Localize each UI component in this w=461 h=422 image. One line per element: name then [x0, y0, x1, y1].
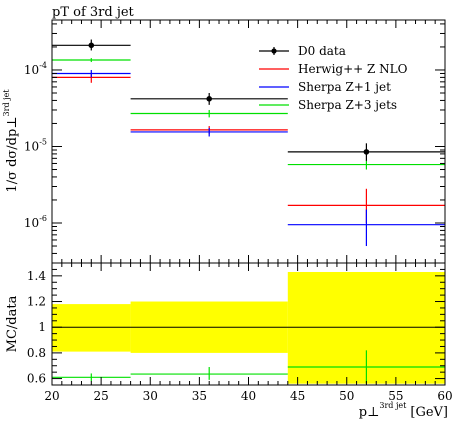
x-axis-label-unit: [GeV]	[410, 405, 448, 420]
legend-marker	[271, 48, 277, 54]
ratio-sherpa-z-3-jets-point-2	[130, 367, 288, 380]
chart-title: pT of 3rd jet	[52, 5, 135, 20]
x-axis-label: p⊥3rd jet [GeV]	[359, 401, 448, 420]
d0-data-marker	[88, 42, 95, 49]
upper-frame	[51, 19, 446, 264]
upper-panel: 10-6 10-5 10-4 1/σ dσ/dp⊥3rd jet D0 data He…	[2, 19, 446, 264]
upper-y-axis: 10-6 10-5 10-4	[24, 20, 446, 264]
legend-label: D0 data	[298, 44, 346, 58]
d0-data-point-1	[52, 39, 131, 51]
legend: D0 data Herwig++ Z NLO Sherpa Z+1 jet Sherp…	[259, 44, 408, 112]
d0-data-marker	[206, 96, 212, 102]
x-tick-label: 30	[143, 389, 158, 403]
x-axis-label-sup: 3rd jet	[379, 401, 407, 410]
legend-label: Herwig++ Z NLO	[298, 62, 408, 76]
x-tick-label: 20	[44, 389, 59, 403]
ratio-sherpa-z-3-jets-point-3	[287, 350, 445, 384]
ratio-y-tick-label: 1	[38, 320, 46, 334]
sherpa-z-1-jet-point-2	[130, 127, 288, 137]
ratio-sherpa-z-3-jets-point-1	[52, 373, 131, 382]
sherpa-z-3-jets-point-3	[287, 160, 445, 170]
ratio-axes: 0.6 0.8 1 1.2 1.4 20 25 30 35 40 45 50 55 60	[27, 262, 453, 403]
uncertainty-band-bin-1	[52, 304, 131, 352]
ratio-series	[52, 350, 445, 384]
ratio-y-tick-label: 0.8	[27, 346, 46, 360]
upper-series	[52, 39, 445, 247]
sherpa-z-1-jet-point-1	[52, 69, 131, 78]
ratio-y-tick-label: 1.4	[27, 269, 46, 283]
x-axis-label-text: p⊥	[359, 405, 380, 420]
x-tick-label: 25	[93, 389, 108, 403]
ratio-y-tick-label: 0.6	[27, 372, 46, 386]
sherpa-z-1-jet-point-3	[287, 209, 445, 247]
legend-label: Sherpa Z+3 jets	[298, 98, 397, 112]
upper-y-axis-label-text: 1/σ dσ/dp⊥	[5, 116, 20, 192]
x-tick-label: 45	[290, 389, 305, 403]
upper-y-tick-label: 10-5	[24, 137, 47, 153]
x-tick-label: 55	[388, 389, 403, 403]
x-tick-label: 50	[339, 389, 354, 403]
sherpa-z-3-jets-point-1	[52, 58, 131, 63]
x-tick-label: 60	[437, 389, 452, 403]
legend-entry-herwig-z-nlo: Herwig++ Z NLO	[259, 62, 408, 76]
upper-y-axis-label-sup: 3rd jet	[2, 89, 11, 117]
legend-label: Sherpa Z+1 jet	[298, 80, 391, 94]
legend-entry-sherpa-z-3-jets: Sherpa Z+3 jets	[259, 98, 397, 112]
upper-y-tick-label: 10-4	[24, 61, 47, 77]
ratio-panel: 0.60.811.21.420 25 30 35 40 45 50 55 60 MC/data …	[5, 262, 453, 420]
upper-y-axis-label: 1/σ dσ/dp⊥3rd jet	[2, 89, 20, 193]
ratio-y-tick-label: 1.2	[27, 295, 46, 309]
d0-data-point-2	[130, 93, 288, 105]
legend-entry-d0-data: D0 data	[259, 44, 346, 58]
ratio-y-axis-label: MC/data	[5, 295, 20, 352]
upper-y-tick-label: 10-6	[24, 214, 47, 230]
d0-data-point-3	[287, 143, 445, 161]
d0-data-marker	[363, 149, 370, 155]
legend-entry-sherpa-z-1-jet: Sherpa Z+1 jet	[259, 80, 391, 94]
x-tick-label: 40	[241, 389, 256, 403]
x-tick-label: 35	[192, 389, 207, 403]
sherpa-z-3-jets-point-2	[130, 109, 288, 118]
